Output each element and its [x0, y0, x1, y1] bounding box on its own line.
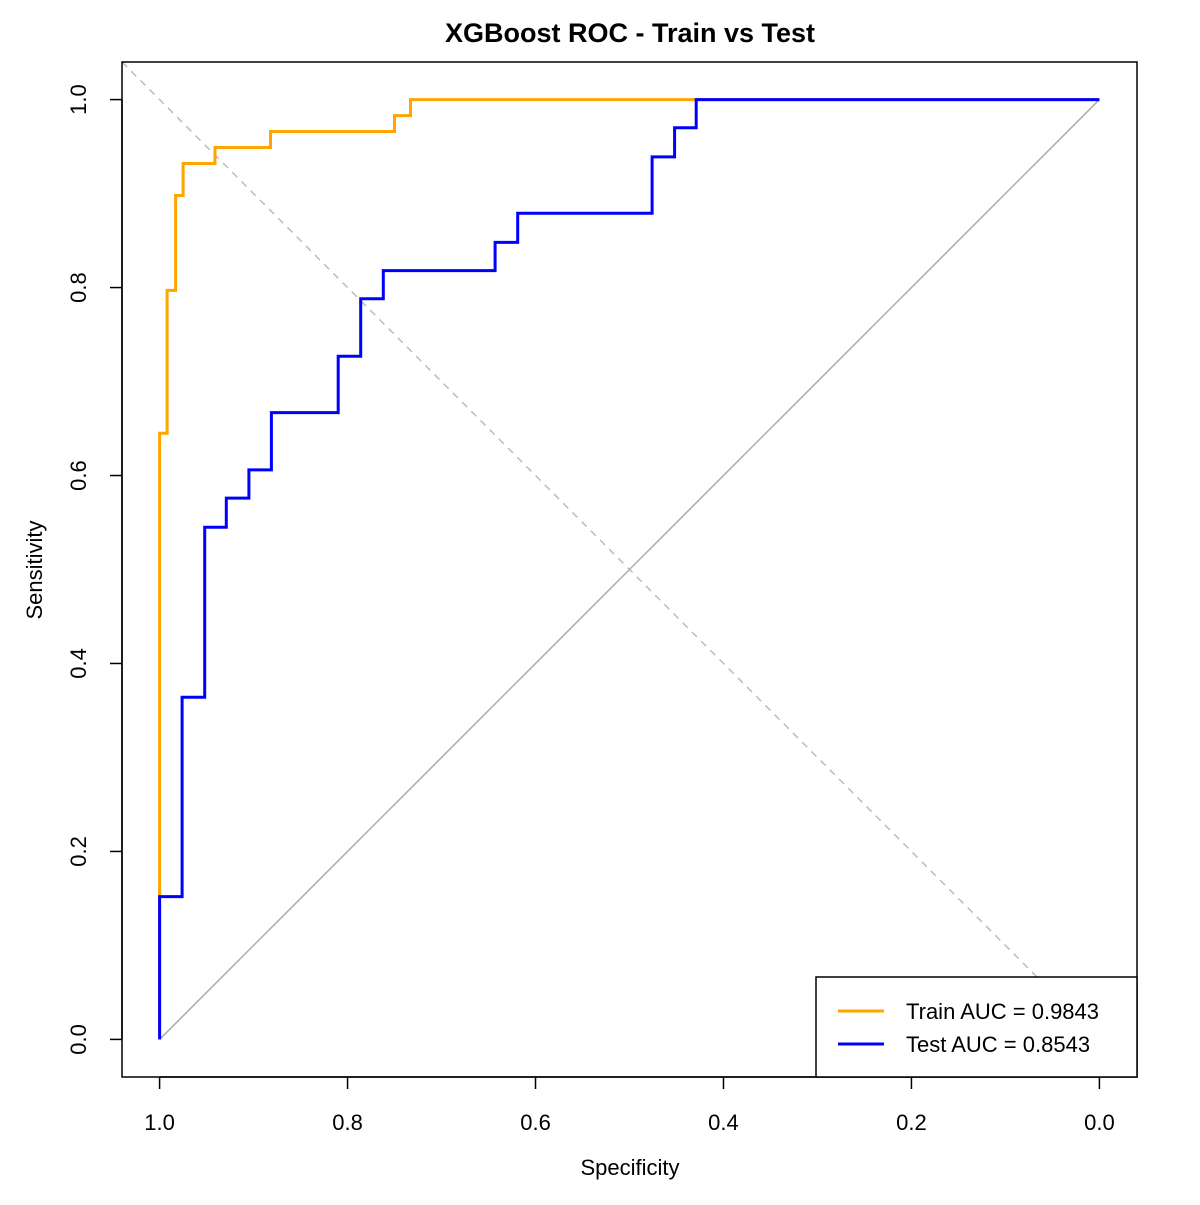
x-tick-label: 0.6: [520, 1110, 551, 1135]
x-tick-label: 0.2: [896, 1110, 927, 1135]
anti-diagonal-reference-line: [122, 62, 1137, 1077]
legend: Train AUC = 0.9843 Test AUC = 0.8543: [815, 976, 1138, 1078]
plot-area: 1.0 0.8 0.6 0.4 0.2 0.0 0.0 0.2 0.4 0.6 0.8 1.0: [66, 61, 1138, 1135]
x-tick-label: 0.4: [708, 1110, 739, 1135]
x-axis-label: Specificity: [580, 1155, 679, 1180]
x-tick-label: 0.0: [1084, 1110, 1115, 1135]
chart-title: XGBoost ROC - Train vs Test: [445, 18, 815, 48]
y-tick-label: 0.4: [66, 648, 91, 679]
x-tick-label: 1.0: [144, 1110, 175, 1135]
y-tick-label: 0.0: [66, 1024, 91, 1055]
legend-label-train: Train AUC = 0.9843: [906, 999, 1099, 1024]
roc-series-line-train: [158, 98, 1100, 1040]
x-tick-label: 0.8: [332, 1110, 363, 1135]
roc-series-line-test: [158, 98, 1100, 1040]
legend-label-test: Test AUC = 0.8543: [906, 1032, 1090, 1057]
y-tick-label: 0.2: [66, 836, 91, 867]
legend-box: [815, 976, 1138, 1078]
y-tick-label: 0.8: [66, 272, 91, 303]
y-axis-label: Sensitivity: [22, 520, 47, 619]
y-tick-label: 1.0: [66, 84, 91, 115]
y-tick-label: 0.6: [66, 460, 91, 491]
